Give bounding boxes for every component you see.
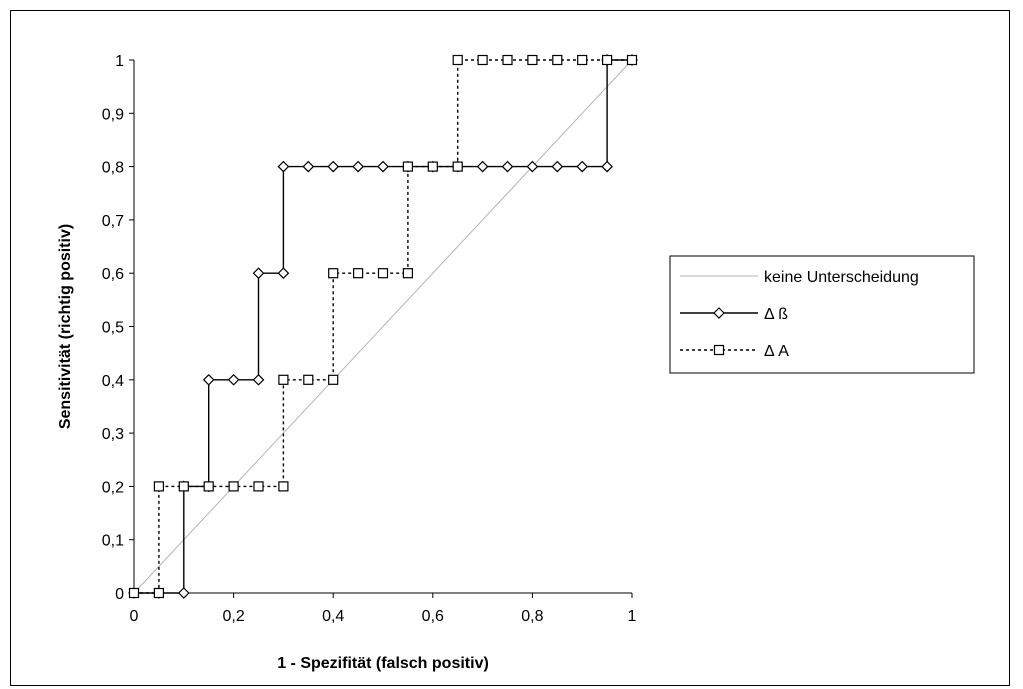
data-point-square (377, 268, 389, 279)
x-tick-label: 0,4 (322, 608, 344, 625)
data-point-square (203, 481, 214, 492)
x-tick-label: 0,8 (521, 608, 543, 625)
x-axis-title: 1 - Spezifität (falsch positiv) (277, 655, 489, 672)
data-point-square (477, 54, 488, 66)
series-line (133, 59, 633, 594)
series-2 (128, 54, 638, 599)
data-point-diamond (327, 160, 340, 173)
data-point-diamond (252, 267, 265, 280)
legend-marker-square (713, 344, 725, 356)
data-point-diamond (576, 160, 589, 173)
y-tick-label: 0,5 (102, 320, 124, 337)
y-tick-label: 0,1 (102, 533, 124, 550)
data-point-square (153, 481, 164, 492)
data-point-square (128, 587, 140, 599)
data-point-square (278, 374, 289, 385)
data-point-diamond (352, 160, 364, 173)
series-layer (128, 54, 638, 599)
data-point-square (427, 161, 438, 172)
data-point-square (402, 268, 413, 279)
y-tick-label: 0,6 (102, 266, 124, 283)
data-point-diamond (526, 160, 539, 173)
axes (129, 59, 633, 598)
x-tick-label: 1 (628, 608, 637, 625)
data-point-diamond (177, 587, 190, 599)
data-point-square (303, 374, 314, 385)
x-tick-label: 0,2 (222, 608, 244, 625)
y-tick-label: 0,3 (102, 426, 124, 443)
y-tick-label: 0,4 (102, 373, 124, 390)
y-tick-label: 0,2 (102, 479, 124, 496)
data-point-diamond (551, 160, 564, 173)
data-point-square (552, 54, 563, 66)
legend-label: keine Unterscheidung (764, 269, 919, 286)
data-point-square (253, 481, 264, 492)
data-point-square (353, 268, 364, 279)
tick-labels: 0 0,1 0,2 0,3 0,4 0,5 0,6 0,7 0,8 0,9 1 0 0,2 0,4 0,6 0… (102, 53, 637, 625)
data-point-square (328, 374, 339, 385)
y-tick-label: 0,8 (102, 160, 124, 177)
data-point-diamond (501, 160, 514, 173)
data-point-square (626, 54, 638, 66)
data-point-square (178, 481, 189, 492)
x-tick-label: 0,6 (422, 608, 444, 625)
y-axis-title: Sensitivität (richtig positiv) (57, 224, 74, 429)
data-point-diamond (202, 373, 215, 386)
legend-label: Δ ß (764, 306, 788, 323)
data-point-square (452, 161, 463, 172)
data-point-square (153, 587, 164, 599)
y-tick-label: 1 (115, 53, 124, 70)
data-point-diamond (277, 267, 290, 280)
series-0 (133, 59, 633, 594)
data-point-square (527, 54, 538, 66)
y-tick-label: 0 (115, 586, 124, 603)
data-point-square (577, 54, 588, 66)
data-point-square (228, 481, 239, 492)
data-point-square (328, 268, 339, 279)
data-point-diamond (377, 160, 389, 173)
data-point-square (278, 481, 289, 492)
legend-label: Δ A (764, 343, 789, 360)
data-point-diamond (227, 373, 240, 386)
data-point-square (601, 54, 613, 66)
y-tick-label: 0,7 (102, 213, 124, 230)
data-point-diamond (277, 160, 290, 173)
legend-marker-diamond (713, 307, 725, 319)
data-point-diamond (601, 160, 613, 173)
legend: keine Unterscheidung Δ ß Δ A (669, 255, 975, 374)
x-tick-label: 0 (130, 608, 139, 625)
data-point-square (452, 54, 463, 66)
y-tick-label: 0,9 (102, 106, 124, 123)
data-point-diamond (252, 373, 265, 386)
data-point-diamond (302, 160, 315, 173)
data-point-square (502, 54, 513, 66)
data-point-diamond (476, 160, 489, 173)
data-point-square (402, 161, 413, 172)
